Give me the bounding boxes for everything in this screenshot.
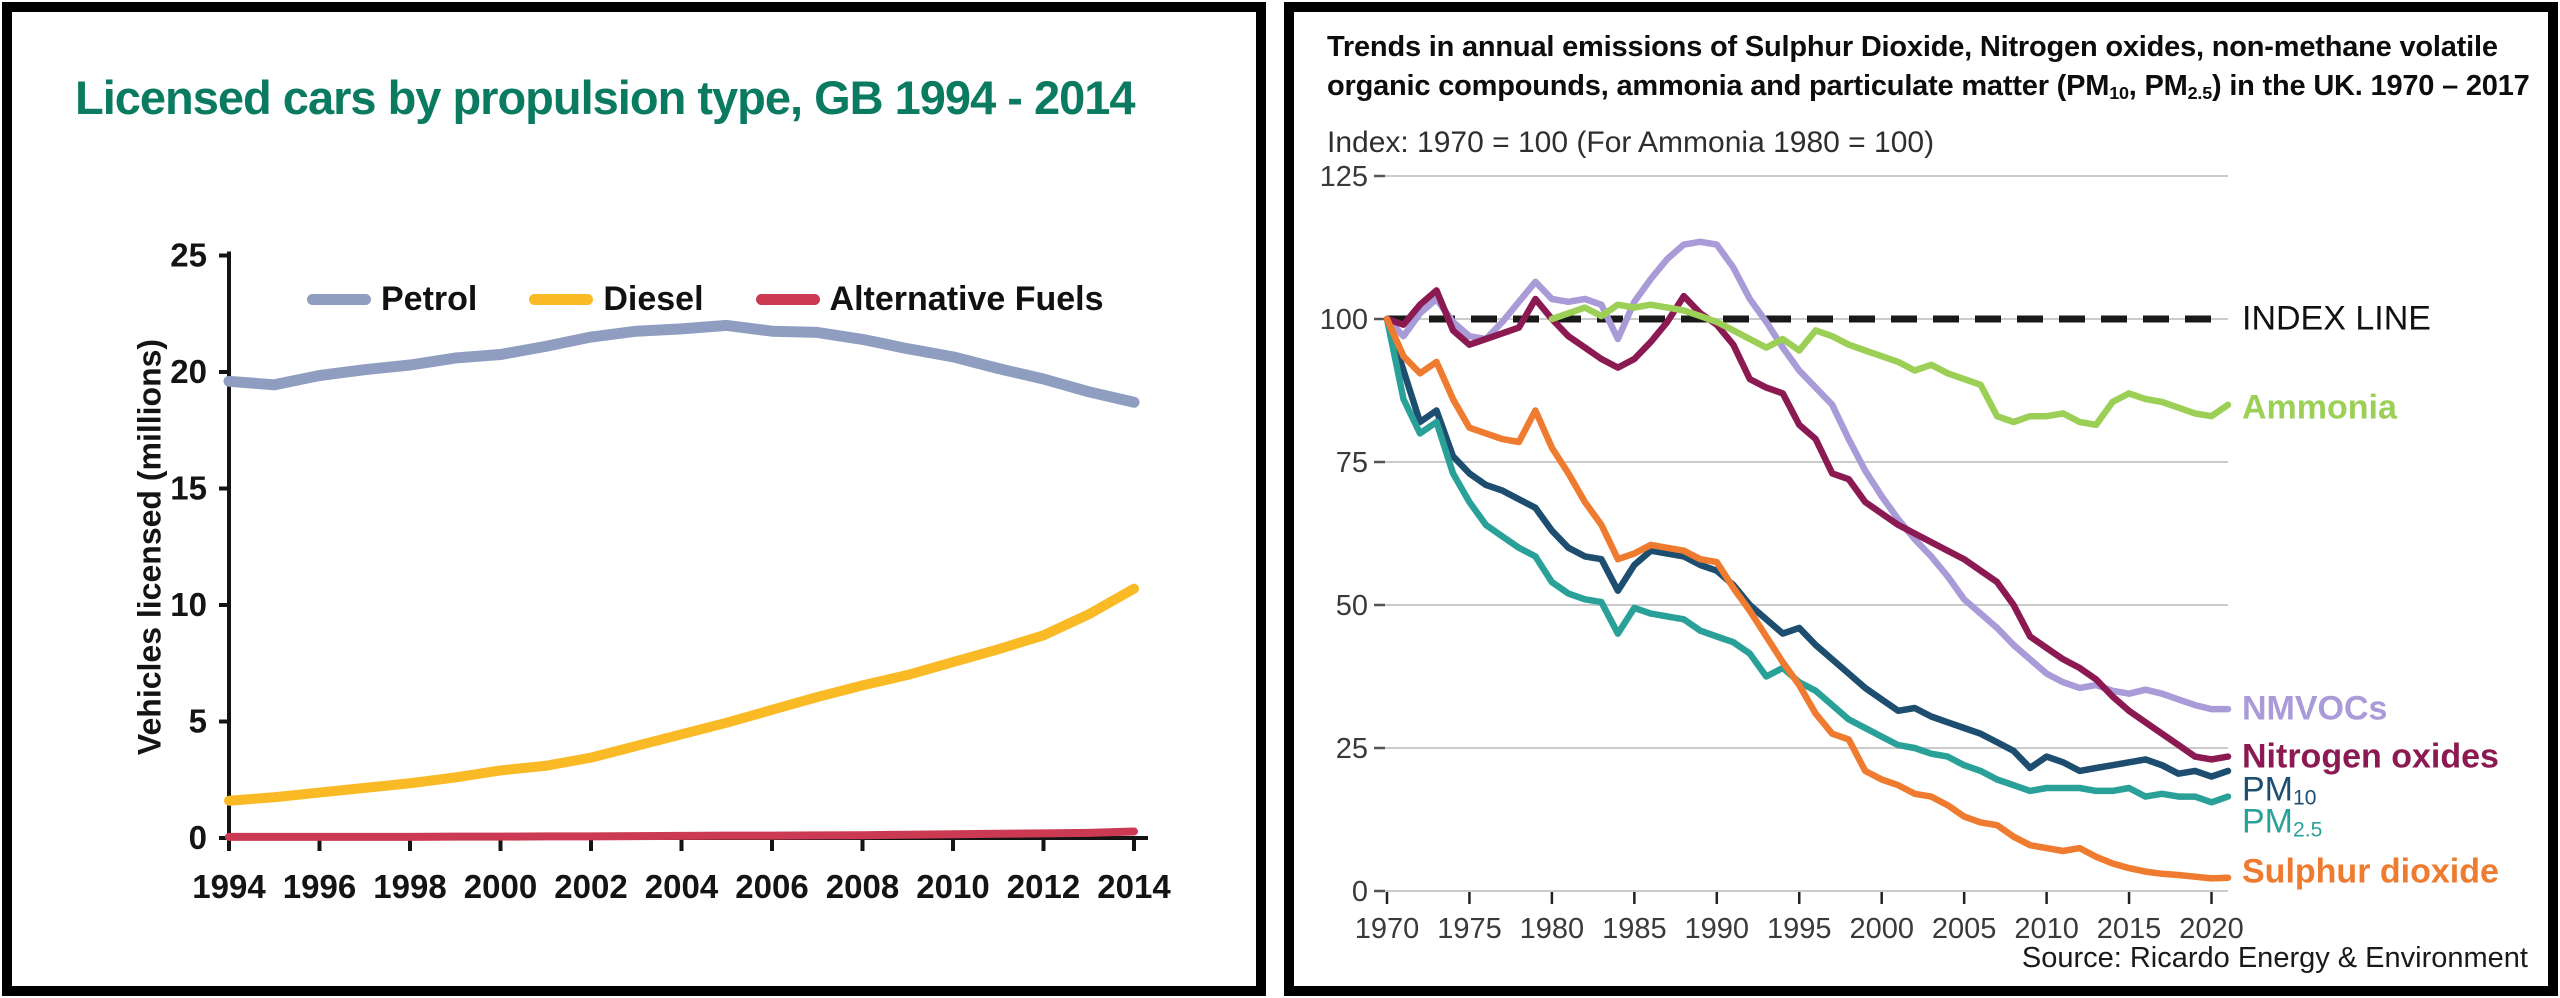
legend-swatch-alternative-fuels <box>755 294 820 305</box>
left-chart-plot: 0 5 10 15 20 25 1994 1996 1998 2000 2002 2004 2006 20… <box>170 237 1171 906</box>
right-x-tick-label: 1990 <box>1685 913 1750 945</box>
right-y-tick-label: 50 <box>1336 590 1368 622</box>
left-y-tick-label: 15 <box>170 470 207 507</box>
right-x-tick-label: 1975 <box>1437 913 1502 945</box>
source-credit: Source: Ricardo Energy & Environment <box>2021 942 2528 974</box>
title-text: , PM <box>2128 70 2188 102</box>
right-y-tick-label: 0 <box>1352 876 1368 908</box>
series-line-petrol <box>223 319 1140 408</box>
right-chart-panel: Trends in annual emissions of Sulphur Di… <box>1284 2 2558 996</box>
left-chart-panel: Licensed cars by propulsion type, GB 199… <box>2 2 1266 996</box>
label-text: PM <box>2242 802 2293 841</box>
right-y-tick-label: 75 <box>1336 447 1368 479</box>
left-y-tick-label: 10 <box>170 586 207 623</box>
series-line-nitrogen-oxides <box>1383 287 2232 763</box>
left-x-tick-label: 2012 <box>1007 868 1080 905</box>
left-x-tick-label: 2014 <box>1097 868 1171 905</box>
right-chart-plot: 0 25 50 75 100 125 1970 1975 1980 1985 1990 1995 200… <box>1320 161 2244 945</box>
label-subscript: 2.5 <box>2293 818 2323 842</box>
right-x-tick-label: 2015 <box>2097 913 2162 945</box>
label-text: PM <box>2242 770 2293 809</box>
left-x-tick-label: 2000 <box>464 868 537 905</box>
series-line-diesel <box>224 583 1139 806</box>
series-line-pm10 <box>1383 315 2232 780</box>
right-chart-subtitle: Index: 1970 = 100 (For Ammonia 1980 = 10… <box>1327 126 1935 159</box>
right-y-tick-label: 125 <box>1320 161 1368 193</box>
label-text: INDEX LINE <box>2242 299 2431 338</box>
legend-label: Diesel <box>603 280 704 318</box>
right-y-tick-label: 25 <box>1336 733 1368 765</box>
label-subscript: 10 <box>2293 786 2317 810</box>
left-y-tick-label: 25 <box>170 237 207 274</box>
series-label-pm10: PM10 <box>2242 770 2317 810</box>
left-x-tick-label: 1994 <box>192 868 266 905</box>
left-y-tick-label: 5 <box>189 703 207 740</box>
left-x-tick-label: 2004 <box>645 868 719 905</box>
series-label-ammonia: Ammonia <box>2242 388 2397 427</box>
left-x-tick-label: 2008 <box>826 868 899 905</box>
series-line-sulphur-dioxide <box>1383 315 2232 882</box>
label-text: Nitrogen oxides <box>2242 737 2499 776</box>
legend-swatch-diesel <box>529 294 594 305</box>
label-text: Sulphur dioxide <box>2242 852 2499 891</box>
title-text: Trends in annual emissions of Sulphur Di… <box>1327 31 2498 102</box>
right-x-tick-label: 1985 <box>1602 913 1667 945</box>
legend-item-alternative-fuels: Alternative Fuels <box>755 280 1104 319</box>
legend-item-petrol: Petrol <box>307 280 477 319</box>
right-x-tick-label: 1980 <box>1520 913 1585 945</box>
series-line-nmvocs <box>1383 238 2232 713</box>
label-text: Ammonia <box>2242 388 2397 427</box>
left-y-tick-label: 0 <box>189 819 207 856</box>
series-label-nmvocs: NMVOCs <box>2242 690 2387 729</box>
right-x-tick-label: 1970 <box>1355 913 1420 945</box>
left-x-tick-label: 1996 <box>283 868 356 905</box>
right-x-tick-label: 2005 <box>1932 913 1997 945</box>
left-x-tick-label: 2010 <box>916 868 989 905</box>
title-subscript: 10 <box>2109 82 2129 103</box>
left-x-tick-label: 2002 <box>554 868 627 905</box>
legend-label: Alternative Fuels <box>829 280 1104 318</box>
title-subscript: 2.5 <box>2187 82 2213 103</box>
series-label-pm2-5: PM2.5 <box>2242 802 2323 842</box>
right-x-tick-label: 2020 <box>2179 913 2244 945</box>
legend-label: Petrol <box>381 280 478 318</box>
legend-swatch-petrol <box>307 294 371 305</box>
series-line-alternative-fuels <box>225 827 1138 841</box>
label-text: NMVOCs <box>2242 689 2388 728</box>
series-label-index-line: INDEX LINE <box>2242 300 2431 339</box>
right-x-tick-label: 2010 <box>2014 913 2079 945</box>
series-line-pm2-5 <box>1383 315 2232 806</box>
left-chart-legend: Petrol Diesel Alternative Fuels <box>307 280 1104 319</box>
right-y-tick-label: 100 <box>1320 304 1368 336</box>
right-chart-title: Trends in annual emissions of Sulphur Di… <box>1327 28 2542 109</box>
series-line-ammonia <box>1548 301 2232 429</box>
right-x-tick-label: 1995 <box>1767 913 1832 945</box>
series-label-nitrogen-oxides: Nitrogen oxides <box>2242 738 2499 777</box>
legend-item-diesel: Diesel <box>529 280 704 319</box>
left-x-tick-label: 1998 <box>373 868 446 905</box>
series-label-sulphur-dioxide: Sulphur dioxide <box>2242 853 2499 892</box>
left-x-tick-label: 2006 <box>735 868 808 905</box>
right-x-tick-label: 2000 <box>1849 913 1914 945</box>
title-text: ) in the UK. 1970 – 2017 <box>2212 70 2530 102</box>
left-y-tick-label: 20 <box>170 353 207 390</box>
left-chart-title: Licensed cars by propulsion type, GB 199… <box>75 71 1136 124</box>
